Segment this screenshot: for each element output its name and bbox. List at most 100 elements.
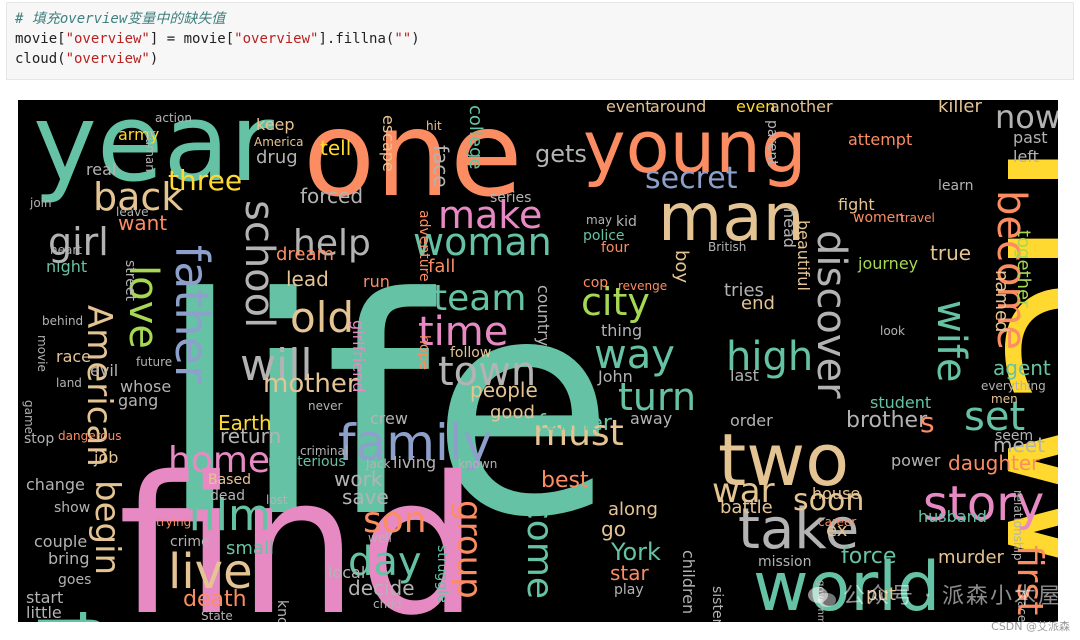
word-girlfriend: girlfriend [349, 320, 368, 392]
code-string: "overview" [65, 51, 150, 67]
word-join: join [29, 196, 52, 210]
word-help: help [293, 223, 371, 264]
word-everything: everything [981, 379, 1046, 393]
word-turn: turn [618, 375, 696, 419]
word-secret: secret [645, 161, 738, 196]
word-friend: friend [18, 610, 120, 622]
word-look: look [880, 324, 905, 338]
word-first: first [1009, 545, 1050, 615]
word-little: little [26, 603, 62, 622]
word-trying: trying [156, 515, 191, 529]
word-named: named [991, 270, 1012, 332]
word-known: known [458, 457, 497, 471]
word-city: city [581, 280, 650, 324]
word-even: even [736, 100, 775, 116]
word-place: place [1015, 590, 1029, 622]
word-movie: movie [35, 335, 49, 372]
word-whose: whose [120, 377, 171, 396]
word-discover: discover [808, 230, 854, 399]
word-two: two [718, 418, 849, 502]
word-must: must [533, 413, 624, 454]
word-sister: sister [709, 586, 725, 622]
word-force: force [841, 544, 896, 569]
word-series: series [490, 190, 531, 206]
word-make: make [438, 193, 542, 237]
word-change: change [26, 475, 85, 494]
word-begin: begin [87, 480, 127, 575]
word-way: way [594, 332, 675, 378]
word-hit: hit [426, 119, 442, 133]
word-learn: learn [938, 178, 973, 194]
word-mysterious: mysterious [268, 454, 346, 470]
word-escape: escape [379, 115, 398, 172]
word-meet: meet [993, 433, 1045, 457]
word-based: Based [208, 472, 251, 488]
word-another: another [770, 100, 833, 116]
word-local: local [328, 563, 365, 582]
word-son: son [363, 500, 427, 541]
word-return: return [220, 424, 281, 448]
word-s: s [920, 406, 935, 439]
word-work: work [334, 467, 383, 491]
word-come: come [519, 500, 560, 599]
code-cell[interactable]: # 填充overview变量中的缺失值 movie["overview"] = … [6, 2, 1074, 80]
code-token: ] = movie[ [149, 31, 235, 47]
word-criminal: criminal [300, 444, 348, 458]
word-dead: dead [210, 488, 245, 504]
word-crew: crew [370, 409, 408, 428]
word-human: human [143, 130, 157, 172]
word-home: home [168, 440, 270, 481]
word-street: street [122, 260, 138, 301]
word-face: face [429, 145, 453, 188]
word-earth: Earth [218, 411, 272, 435]
word-hope: hope [416, 335, 432, 370]
word-lead: lead [286, 267, 329, 291]
word-away: away [630, 409, 672, 428]
word-live: live [168, 544, 253, 600]
word-keep: keep [256, 115, 295, 134]
word-will: will [240, 340, 313, 391]
word-child: child [373, 597, 402, 611]
code-line-fillna: movie["overview"] = movie["overview"].fi… [15, 29, 1065, 49]
word-dream: dream [276, 244, 334, 265]
word-men: men [991, 392, 1018, 406]
word-stop: stop [24, 431, 54, 447]
word-event: event [606, 100, 652, 116]
word-four: four [601, 240, 629, 256]
word-kid: kid [616, 214, 637, 230]
word-country: country [534, 285, 553, 346]
word-couple: couple [34, 532, 87, 551]
word-true: true [930, 241, 971, 265]
word-parent: parent [764, 120, 780, 166]
word-left: left [1013, 147, 1039, 166]
word-tries: tries [724, 280, 764, 301]
word-gang: gang [118, 391, 158, 410]
word-around: around [650, 100, 706, 116]
word-john: John [597, 367, 633, 386]
word-story: story [923, 476, 1044, 532]
watermark-text: 公众号 · 派森小木屋 [843, 584, 1062, 609]
word-three: three [168, 164, 242, 197]
word-living: living [393, 453, 436, 472]
word-head: head [780, 208, 799, 248]
word-state: State [201, 609, 233, 622]
word-fall: fall [428, 256, 455, 277]
word-now: now [995, 100, 1058, 136]
word-gets: gets [535, 140, 587, 168]
word-star: star [610, 561, 650, 585]
word-day: day [348, 539, 422, 585]
word-along: along [608, 499, 658, 520]
word-goes: goes [58, 572, 91, 588]
word-time: time [418, 309, 508, 355]
word-student: student [870, 393, 931, 412]
code-token: movie[ [15, 31, 66, 47]
word-battle: battle [720, 497, 773, 518]
word-one: one [303, 100, 523, 223]
word-struggle: struggle [434, 545, 450, 603]
word-film: film [188, 490, 271, 541]
word-life: life [158, 234, 615, 583]
word-adventure: adventure [416, 210, 432, 282]
code-string: "overview" [65, 31, 150, 47]
word-go: go [601, 517, 626, 541]
